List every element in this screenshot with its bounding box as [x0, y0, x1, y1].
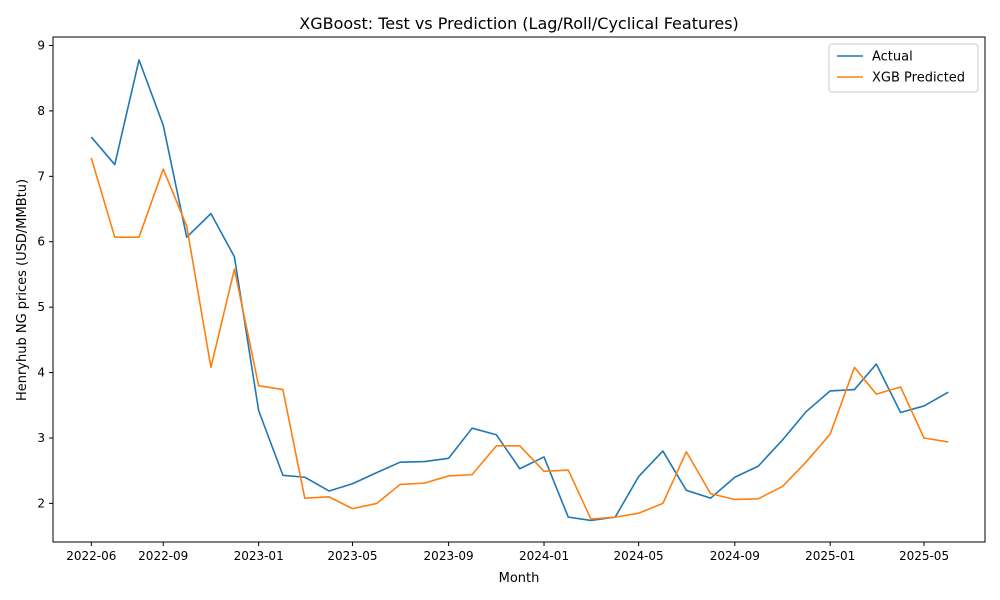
x-tick-label: 2022-06: [66, 549, 116, 563]
x-tick-label: 2024-09: [710, 549, 760, 563]
y-tick-label: 2: [37, 496, 45, 510]
series-line-xgb-predicted: [90, 157, 949, 520]
x-tick-label: 2024-05: [614, 549, 664, 563]
legend-box: [828, 43, 979, 93]
y-tick-label: 3: [37, 431, 45, 445]
y-tick-label: 5: [37, 300, 45, 314]
x-axis-label: Month: [499, 571, 540, 586]
series-lines: [90, 59, 949, 522]
y-tick-label: 8: [37, 104, 45, 118]
legend: Actual XGB Predicted: [828, 43, 979, 93]
x-tick-label: 2025-01: [805, 549, 855, 563]
y-tick-label: 6: [37, 235, 45, 249]
y-axis-label: Henryhub NG prices (USD/MMBtu): [15, 179, 30, 401]
legend-label: Actual: [872, 50, 913, 65]
x-tick-label: 2023-09: [424, 549, 474, 563]
plot-frame: [52, 36, 986, 543]
x-tick-label: 2024-01: [519, 549, 569, 563]
chart-title: XGBoost: Test vs Prediction (Lag/Roll/Cy…: [299, 14, 739, 33]
series-line-actual: [90, 59, 949, 522]
x-tick-label: 2023-05: [327, 549, 377, 563]
x-tick-label: 2023-01: [234, 549, 284, 563]
x-tick-label: 2022-09: [138, 549, 188, 563]
legend-label: XGB Predicted: [872, 71, 965, 86]
y-axis-ticks: 2 3 4 5 6 7 8 9: [37, 39, 53, 510]
x-axis-ticks: 2022-06 2022-09 2023-01 2023-05 2023-09 2024-…: [66, 542, 949, 563]
y-tick-label: 4: [37, 366, 45, 380]
y-tick-label: 9: [37, 39, 45, 53]
x-tick-label: 2025-05: [899, 549, 949, 563]
y-tick-label: 7: [37, 169, 45, 183]
